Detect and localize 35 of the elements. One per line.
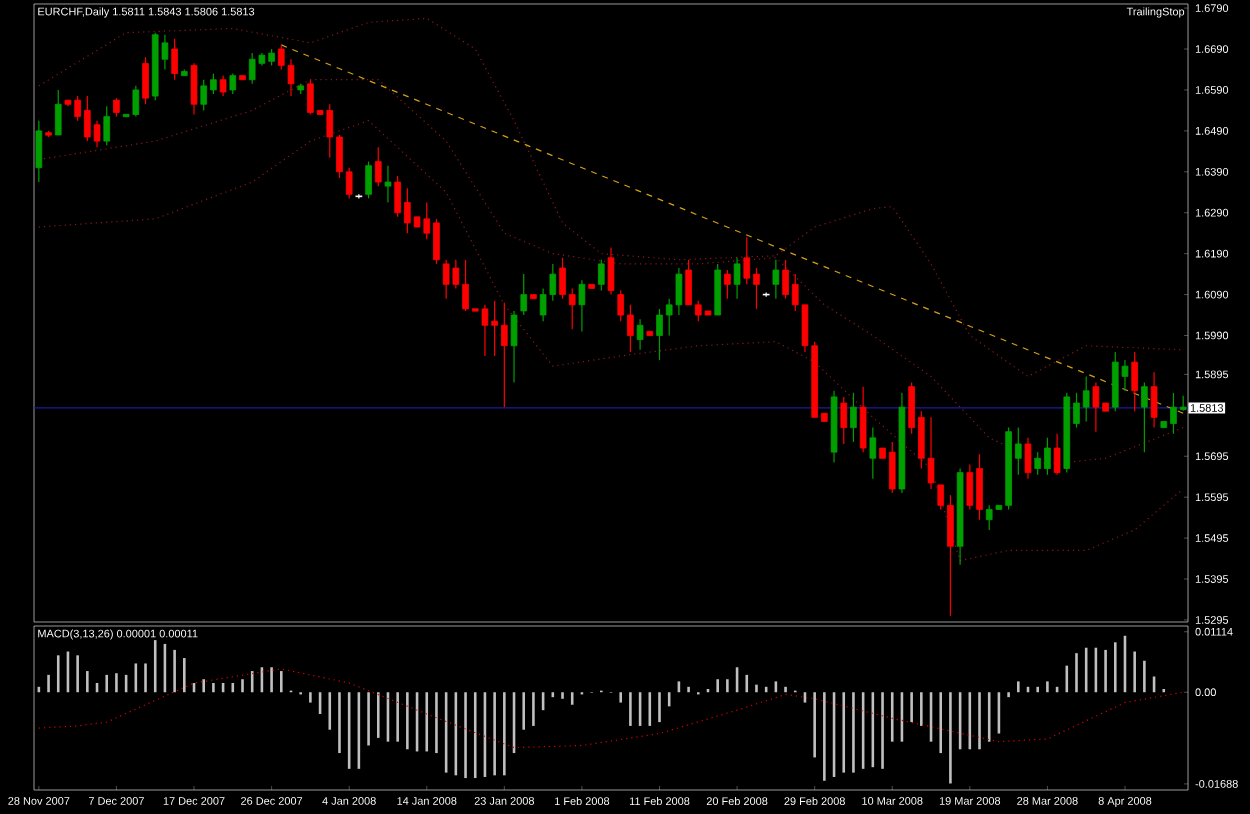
candlestick xyxy=(636,318,644,351)
candlestick xyxy=(840,396,848,445)
line-series xyxy=(38,120,1184,562)
candlestick xyxy=(113,97,120,118)
candlestick xyxy=(520,273,528,316)
candlestick xyxy=(142,56,149,105)
candlestick xyxy=(850,392,857,443)
line-series xyxy=(38,668,1184,749)
candlestick xyxy=(714,263,721,316)
candlestick xyxy=(733,257,741,300)
candlestick xyxy=(103,105,111,146)
candlestick xyxy=(219,75,227,97)
candlestick xyxy=(869,426,877,480)
candlestick xyxy=(1141,381,1148,453)
candlestick xyxy=(510,310,518,384)
candlestick xyxy=(35,120,43,183)
candlestick xyxy=(54,89,62,136)
line-series xyxy=(38,79,1184,466)
candlestick xyxy=(598,259,605,292)
candlestick xyxy=(229,72,237,95)
candlestick xyxy=(724,269,731,300)
candlestick xyxy=(1131,351,1138,412)
candlestick xyxy=(365,160,372,199)
candlestick xyxy=(374,146,382,187)
candlestick xyxy=(1053,433,1061,476)
candlestick xyxy=(1024,437,1032,480)
candlestick xyxy=(607,246,615,296)
line-series xyxy=(38,17,1184,378)
candlestick xyxy=(859,386,867,453)
candlestick xyxy=(190,62,198,116)
candlestick xyxy=(578,279,586,333)
candlestick xyxy=(1150,371,1158,429)
candlestick xyxy=(772,259,780,300)
candlestick xyxy=(384,165,392,204)
candlestick xyxy=(171,38,178,81)
